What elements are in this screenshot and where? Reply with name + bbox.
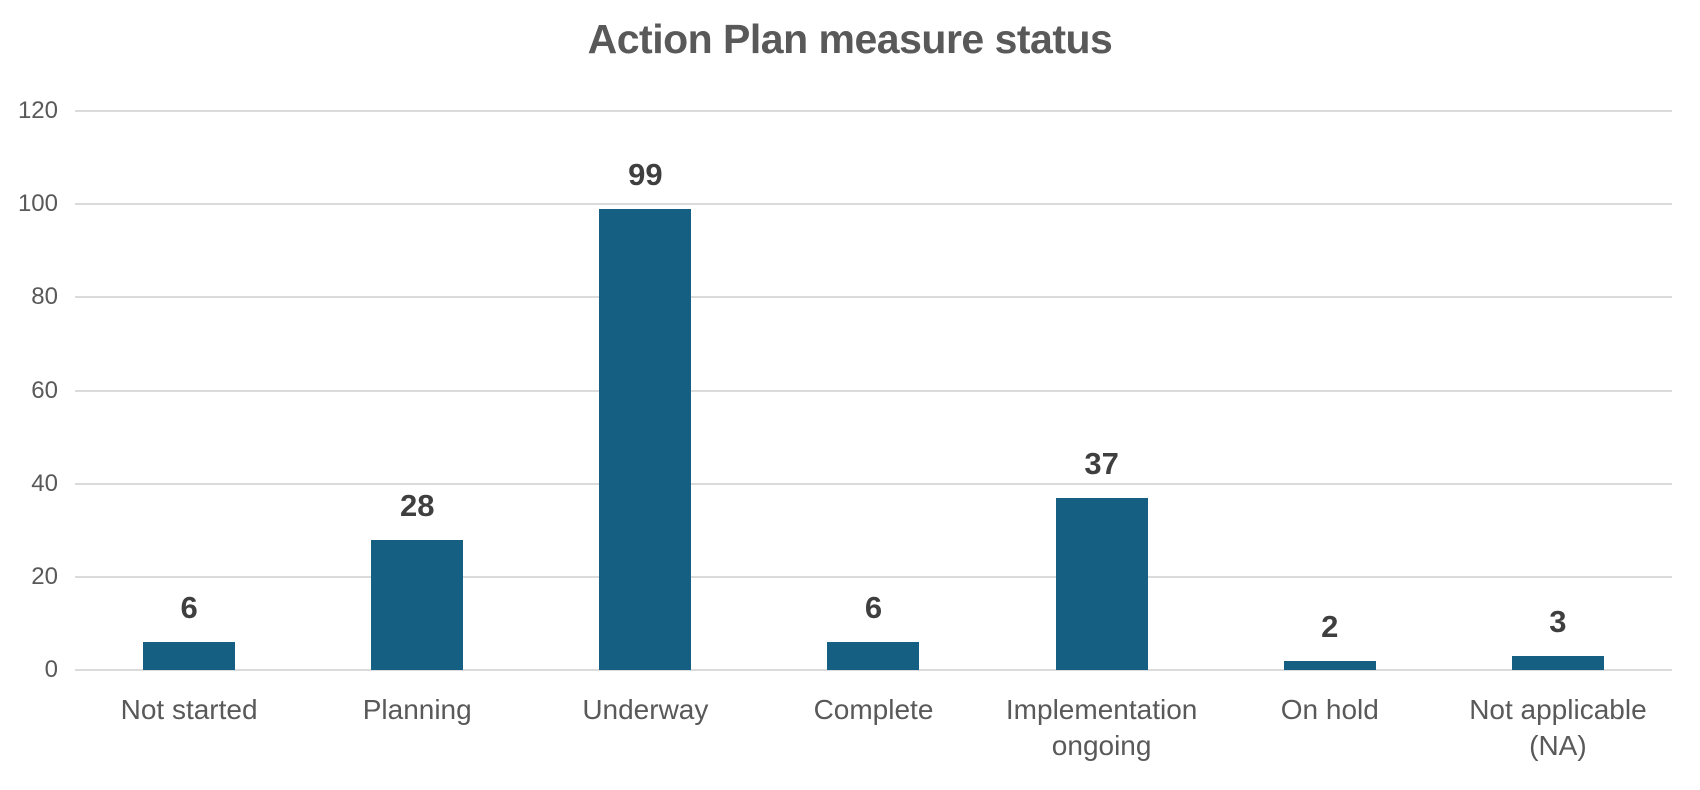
bar-slot: 3	[1444, 111, 1672, 670]
bar-on-hold	[1283, 660, 1376, 670]
x-axis-label-planning: Planning	[362, 694, 472, 725]
y-tick-label-120: 120	[17, 97, 58, 124]
x-axis-label-complete: Complete	[813, 694, 934, 725]
x-axis-label-not-applicable-na-: Not applicable (NA)	[1469, 694, 1647, 761]
bar-implementation-ongoing	[1055, 497, 1148, 670]
x-axis-label-on-hold: On hold	[1280, 694, 1379, 725]
bar-value-label: 37	[1084, 445, 1119, 481]
bar-slot: 28	[303, 111, 531, 670]
bar-value-label: 28	[399, 487, 435, 523]
gridline-y-40	[75, 482, 1672, 485]
y-tick-label-40: 40	[31, 469, 58, 497]
bar-value-label: 6	[180, 590, 198, 626]
bar-value-label: 2	[1321, 608, 1339, 644]
bar-underway	[599, 208, 692, 670]
bar-planning	[371, 539, 464, 670]
bar-value-label: 3	[1549, 604, 1567, 640]
gridline-y-120	[75, 110, 1672, 112]
y-tick-label-80: 80	[31, 283, 58, 311]
x-axis-label-implementation-ongoing: Implementation ongoing	[1005, 694, 1198, 761]
bar-not-applicable-na-	[1511, 656, 1604, 670]
gridline-y-20	[75, 575, 1672, 578]
gridline-y-0	[75, 669, 1672, 671]
plot-area: 6 28 99 6 37 2 3	[75, 110, 1672, 671]
bar-slot: 6	[75, 111, 303, 670]
bar-not-started	[143, 642, 236, 670]
y-tick-label-0: 0	[44, 656, 58, 683]
bar-value-label: 6	[864, 590, 883, 626]
bar-slot: 99	[531, 111, 759, 670]
gridline-y-100	[75, 203, 1672, 206]
bar-value-label: 99	[628, 156, 663, 192]
gridlines	[75, 110, 1672, 671]
x-axis-label-not-started: Not started	[120, 694, 258, 725]
y-tick-label-100: 100	[17, 190, 58, 218]
x-axis-labels: Not started Planning Underway Complete Imple…	[75, 692, 1672, 764]
bar-slot: 37	[988, 111, 1216, 670]
bar-complete	[827, 642, 920, 670]
gridline-y-60	[75, 389, 1672, 392]
chart-title: Action Plan measure status	[587, 16, 1113, 62]
bar-slot: 6	[759, 111, 987, 670]
x-axis-label-underway: Underway	[582, 694, 709, 725]
bar-series: 6 28 99 6 37 2 3	[75, 111, 1672, 670]
y-axis: 0 20 40 60 80 100 120	[0, 99, 58, 682]
y-tick-label-20: 20	[31, 562, 58, 590]
y-tick-label-60: 60	[31, 376, 58, 404]
bar-slot: 2	[1216, 111, 1444, 670]
gridline-y-80	[75, 296, 1672, 299]
